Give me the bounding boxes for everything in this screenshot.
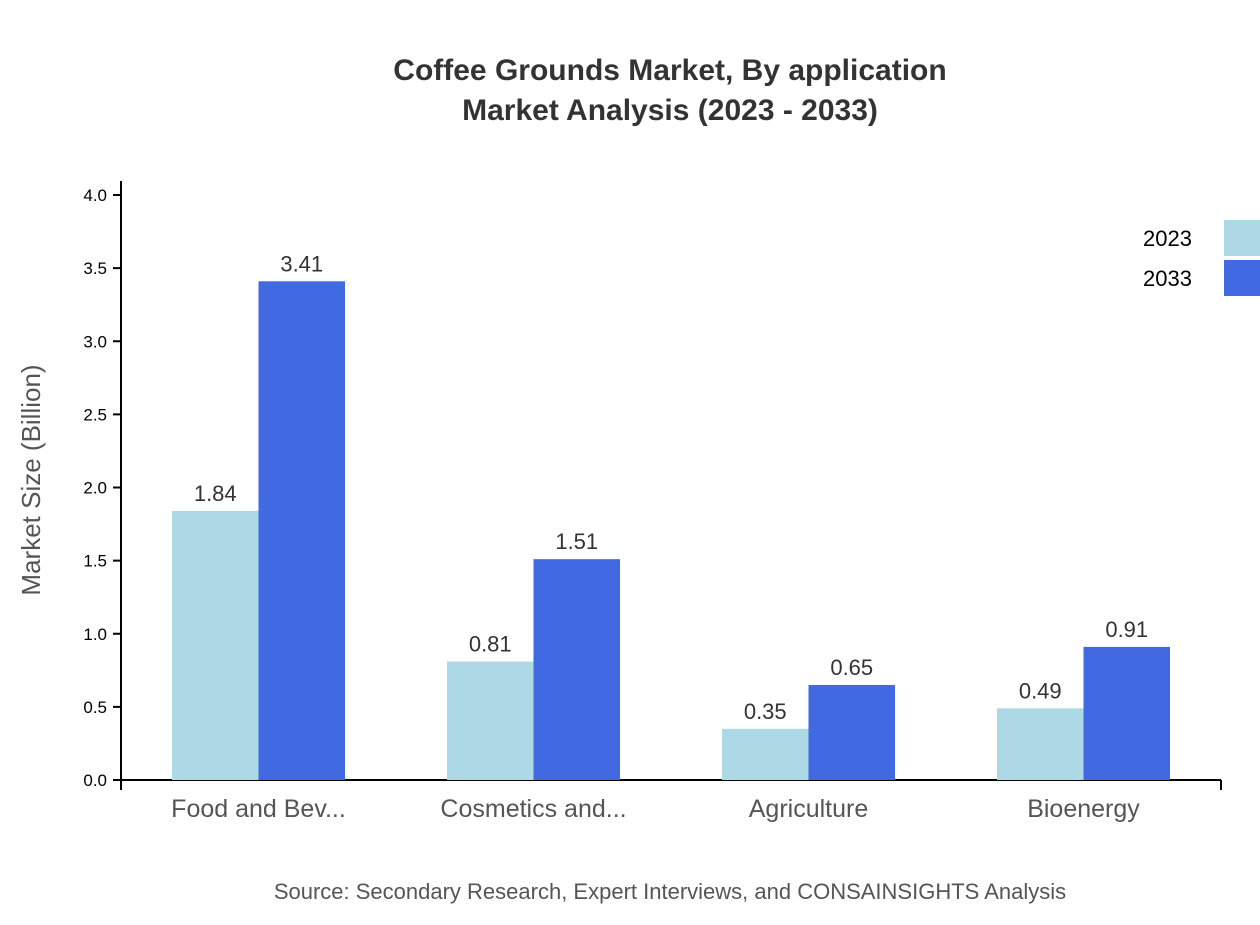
y-tick-label: 3.5	[83, 259, 107, 278]
x-tick-label: Agriculture	[749, 795, 869, 823]
x-tick-label: Bioenergy	[1027, 795, 1140, 823]
bar-2033	[1083, 646, 1170, 780]
y-tick-label: 1.5	[83, 552, 107, 571]
data-label: 0.49	[1019, 678, 1062, 703]
x-tick-label: Cosmetics and...	[440, 795, 626, 823]
legend-label: 2023	[1143, 226, 1192, 251]
y-tick-label: 1.0	[83, 625, 107, 644]
data-label: 0.91	[1105, 617, 1148, 642]
data-label: 0.35	[744, 699, 787, 724]
y-tick-label: 2.0	[83, 479, 107, 498]
bar-2033	[808, 684, 895, 780]
y-tick-label: 0.0	[83, 771, 107, 790]
bar-2033	[258, 281, 345, 780]
chart-subtitle: Market Analysis (2023 - 2033)	[462, 94, 878, 127]
y-axis-label: Market Size (Billion)	[16, 364, 46, 595]
data-label: 1.51	[555, 529, 598, 554]
legend-swatch-2023	[1224, 220, 1260, 256]
legend: 2023 2033	[1143, 220, 1260, 296]
y-tick-label: 3.0	[83, 332, 107, 351]
bar-2023	[997, 708, 1084, 780]
legend-label: 2033	[1143, 266, 1192, 291]
bars: 1.84 3.41 0.81 1.51 0.35 0.65 0.49 0.91	[172, 251, 1170, 780]
data-label: 0.81	[469, 632, 512, 657]
data-label: 3.41	[280, 251, 323, 276]
bar-2033	[533, 559, 620, 780]
legend-swatch-2033	[1224, 260, 1260, 296]
chart-title: Coffee Grounds Market, By application	[393, 54, 946, 87]
source-note: Source: Secondary Research, Expert Inter…	[274, 879, 1066, 904]
y-tick-label: 4.0	[83, 186, 107, 205]
data-label: 1.84	[194, 481, 237, 506]
bar-2023	[172, 510, 259, 780]
bar-2023	[447, 661, 534, 780]
data-label: 0.65	[830, 655, 873, 680]
y-tick-label: 2.5	[83, 405, 107, 424]
axes: 0.0 0.5 1.0 1.5 2.0 2.5 3.0 3.5 4.0 Food and Bev.…	[83, 181, 1222, 823]
x-tick-label: Food and Bev...	[171, 795, 346, 823]
bar-2023	[722, 728, 809, 780]
y-tick-label: 0.5	[83, 698, 107, 717]
